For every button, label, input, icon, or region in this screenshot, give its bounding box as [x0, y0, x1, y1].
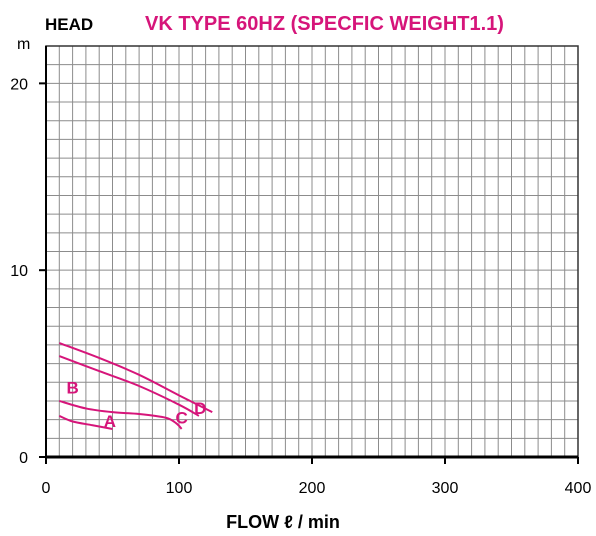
- series-label-b: B: [66, 378, 78, 397]
- grid: [45, 45, 579, 458]
- series-label-c: C: [176, 408, 188, 427]
- series-curves: [58, 342, 213, 430]
- x-axis-label: FLOW ℓ / min: [226, 512, 340, 532]
- curve-d: [58, 342, 213, 414]
- series-label-a: A: [104, 412, 116, 431]
- x-tick-label: 100: [166, 480, 193, 497]
- y-tick-label: 20: [10, 76, 28, 93]
- curve-a: [58, 414, 113, 430]
- x-tick-label: 300: [432, 480, 459, 497]
- series-label-d: D: [194, 399, 206, 418]
- curve-b: [59, 399, 183, 430]
- y-axis-label: HEAD: [45, 15, 93, 34]
- x-tick-label: 0: [42, 480, 51, 497]
- y-tick-label: 0: [19, 450, 28, 467]
- axes: 0 100 200 300 400 0 10 20: [10, 46, 591, 497]
- curve-c: [58, 355, 200, 417]
- chart-title: VK TYPE 60HZ (SPECFIC WEIGHT1.1): [145, 13, 504, 35]
- series-labels: A B C D: [66, 378, 206, 431]
- x-tick-label: 200: [299, 480, 326, 497]
- y-axis-unit: m: [17, 36, 30, 53]
- y-tick-label: 10: [10, 263, 28, 280]
- x-tick-label: 400: [565, 480, 592, 497]
